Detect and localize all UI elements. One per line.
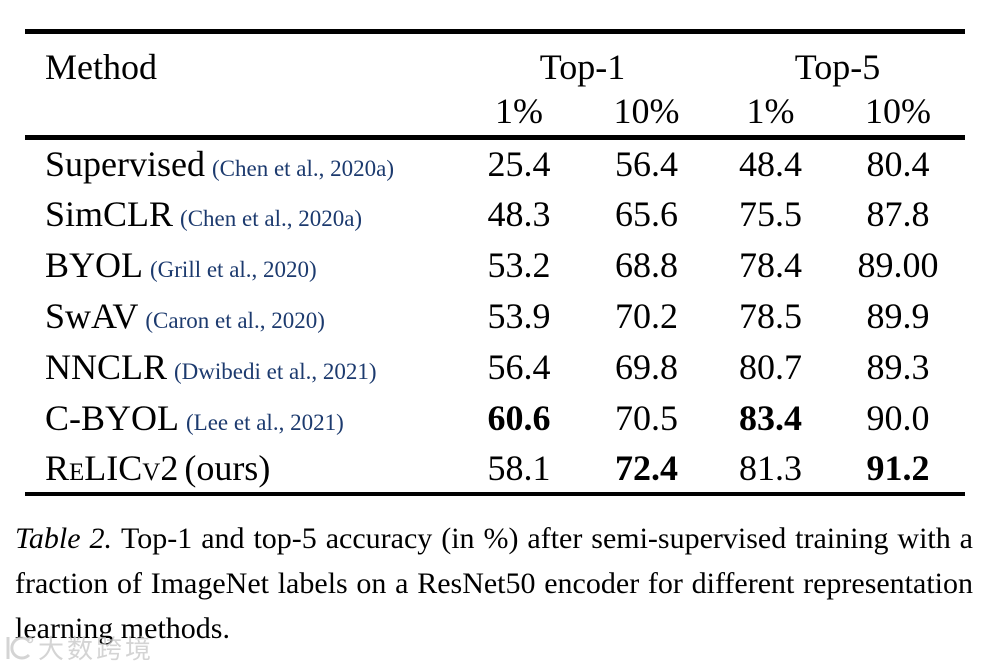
- method-suffix: (ours): [184, 447, 271, 488]
- citation-link[interactable]: (Chen et al., 2020a): [211, 155, 395, 181]
- col-group-top5: Top-5: [794, 47, 881, 87]
- method-name: SwAV: [45, 295, 139, 336]
- value-cell: 48.3: [487, 193, 551, 234]
- value-cell: 89.3: [866, 346, 930, 387]
- table-row-byol: BYOL (Grill et al., 2020) 53.2 68.8 78.4 …: [25, 239, 965, 290]
- header-sub-row: 1% 10% 1% 10%: [25, 88, 965, 137]
- value-cell: 80.7: [739, 346, 802, 387]
- method-name: BYOL: [45, 244, 143, 285]
- value-cell: 72.4: [615, 447, 678, 488]
- method-cell: SimCLR (Chen et al., 2020a): [25, 188, 455, 239]
- table-row-supervised: Supervised (Chen et al., 2020a) 25.4 56.4…: [25, 137, 965, 188]
- value-cell: 53.9: [487, 295, 551, 336]
- method-cell: C-BYOL (Lee et al., 2021): [25, 392, 455, 443]
- value-cell: 80.4: [866, 143, 930, 184]
- value-cell: 25.4: [487, 143, 551, 184]
- caption-label: Table 2.: [15, 522, 113, 555]
- col-header-top5-1pct: 1%: [746, 91, 795, 132]
- method-cell: Supervised (Chen et al., 2020a): [25, 137, 455, 188]
- table-row-relicv2: ReLICv2 (ours) 58.1 72.4 81.3 91.2: [25, 443, 965, 494]
- method-name: Supervised: [45, 143, 205, 184]
- header-group-row: Method Top-1 Top-5: [25, 32, 965, 89]
- method-cell: SwAV (Caron et al., 2020): [25, 290, 455, 341]
- value-cell: 70.5: [615, 397, 678, 438]
- value-cell: 75.5: [739, 193, 802, 234]
- method-cell: BYOL (Grill et al., 2020): [25, 239, 455, 290]
- value-cell: 65.6: [615, 193, 678, 234]
- col-header-top1-1pct: 1%: [495, 91, 543, 132]
- value-cell: 48.4: [739, 143, 802, 184]
- table-row-nnclr: NNCLR (Dwibedi et al., 2021) 56.4 69.8 80…: [25, 341, 965, 392]
- citation-link[interactable]: (Caron et al., 2020): [145, 307, 325, 333]
- value-cell: 90.0: [866, 397, 930, 438]
- method-name: NNCLR: [45, 346, 168, 387]
- value-cell: 58.1: [487, 447, 551, 488]
- citation-link[interactable]: (Grill et al., 2020): [150, 256, 317, 282]
- value-cell: 53.2: [487, 244, 551, 285]
- col-header-top5-10pct: 10%: [865, 91, 931, 132]
- col-group-top1: Top-1: [539, 47, 626, 87]
- caption-text: Top-1 and top-5 accuracy (in %) after se…: [15, 522, 973, 645]
- value-cell: 83.4: [739, 397, 802, 438]
- value-cell: 56.4: [615, 143, 678, 184]
- table-caption: Table 2. Top-1 and top-5 accuracy (in %) …: [15, 516, 973, 651]
- value-cell: 69.8: [615, 346, 678, 387]
- method-cell: NNCLR (Dwibedi et al., 2021): [25, 341, 455, 392]
- value-cell: 78.5: [739, 295, 802, 336]
- value-cell: 78.4: [739, 244, 802, 285]
- table-row-swav: SwAV (Caron et al., 2020) 53.9 70.2 78.5 …: [25, 290, 965, 341]
- col-header-empty: [25, 88, 455, 137]
- value-cell: 81.3: [739, 447, 802, 488]
- citation-link[interactable]: (Lee et al., 2021): [186, 409, 344, 435]
- col-header-top1-10pct: 10%: [613, 91, 680, 132]
- value-cell: 87.8: [866, 193, 930, 234]
- method-name: SimCLR: [45, 193, 174, 234]
- col-header-method: Method: [45, 47, 157, 87]
- value-cell: 70.2: [615, 295, 678, 336]
- value-cell: 68.8: [615, 244, 678, 285]
- citation-link[interactable]: (Dwibedi et al., 2021): [174, 358, 377, 384]
- table-row-cbyol: C-BYOL (Lee et al., 2021) 60.6 70.5 83.4 …: [25, 392, 965, 443]
- results-table: Method Top-1 Top-5 1% 10% 1% 10% Supervi…: [25, 29, 965, 496]
- value-cell: 89.00: [857, 244, 939, 285]
- value-cell: 56.4: [487, 346, 551, 387]
- method-name: ReLICv2: [45, 447, 179, 488]
- value-cell: 91.2: [866, 447, 930, 488]
- value-cell: 60.6: [487, 397, 551, 438]
- method-name: C-BYOL: [45, 397, 179, 438]
- citation-link[interactable]: (Chen et al., 2020a): [180, 205, 363, 231]
- value-cell: 89.9: [866, 295, 930, 336]
- table-row-simclr: SimCLR (Chen et al., 2020a) 48.3 65.6 75.…: [25, 188, 965, 239]
- method-cell: ReLICv2 (ours): [25, 443, 455, 494]
